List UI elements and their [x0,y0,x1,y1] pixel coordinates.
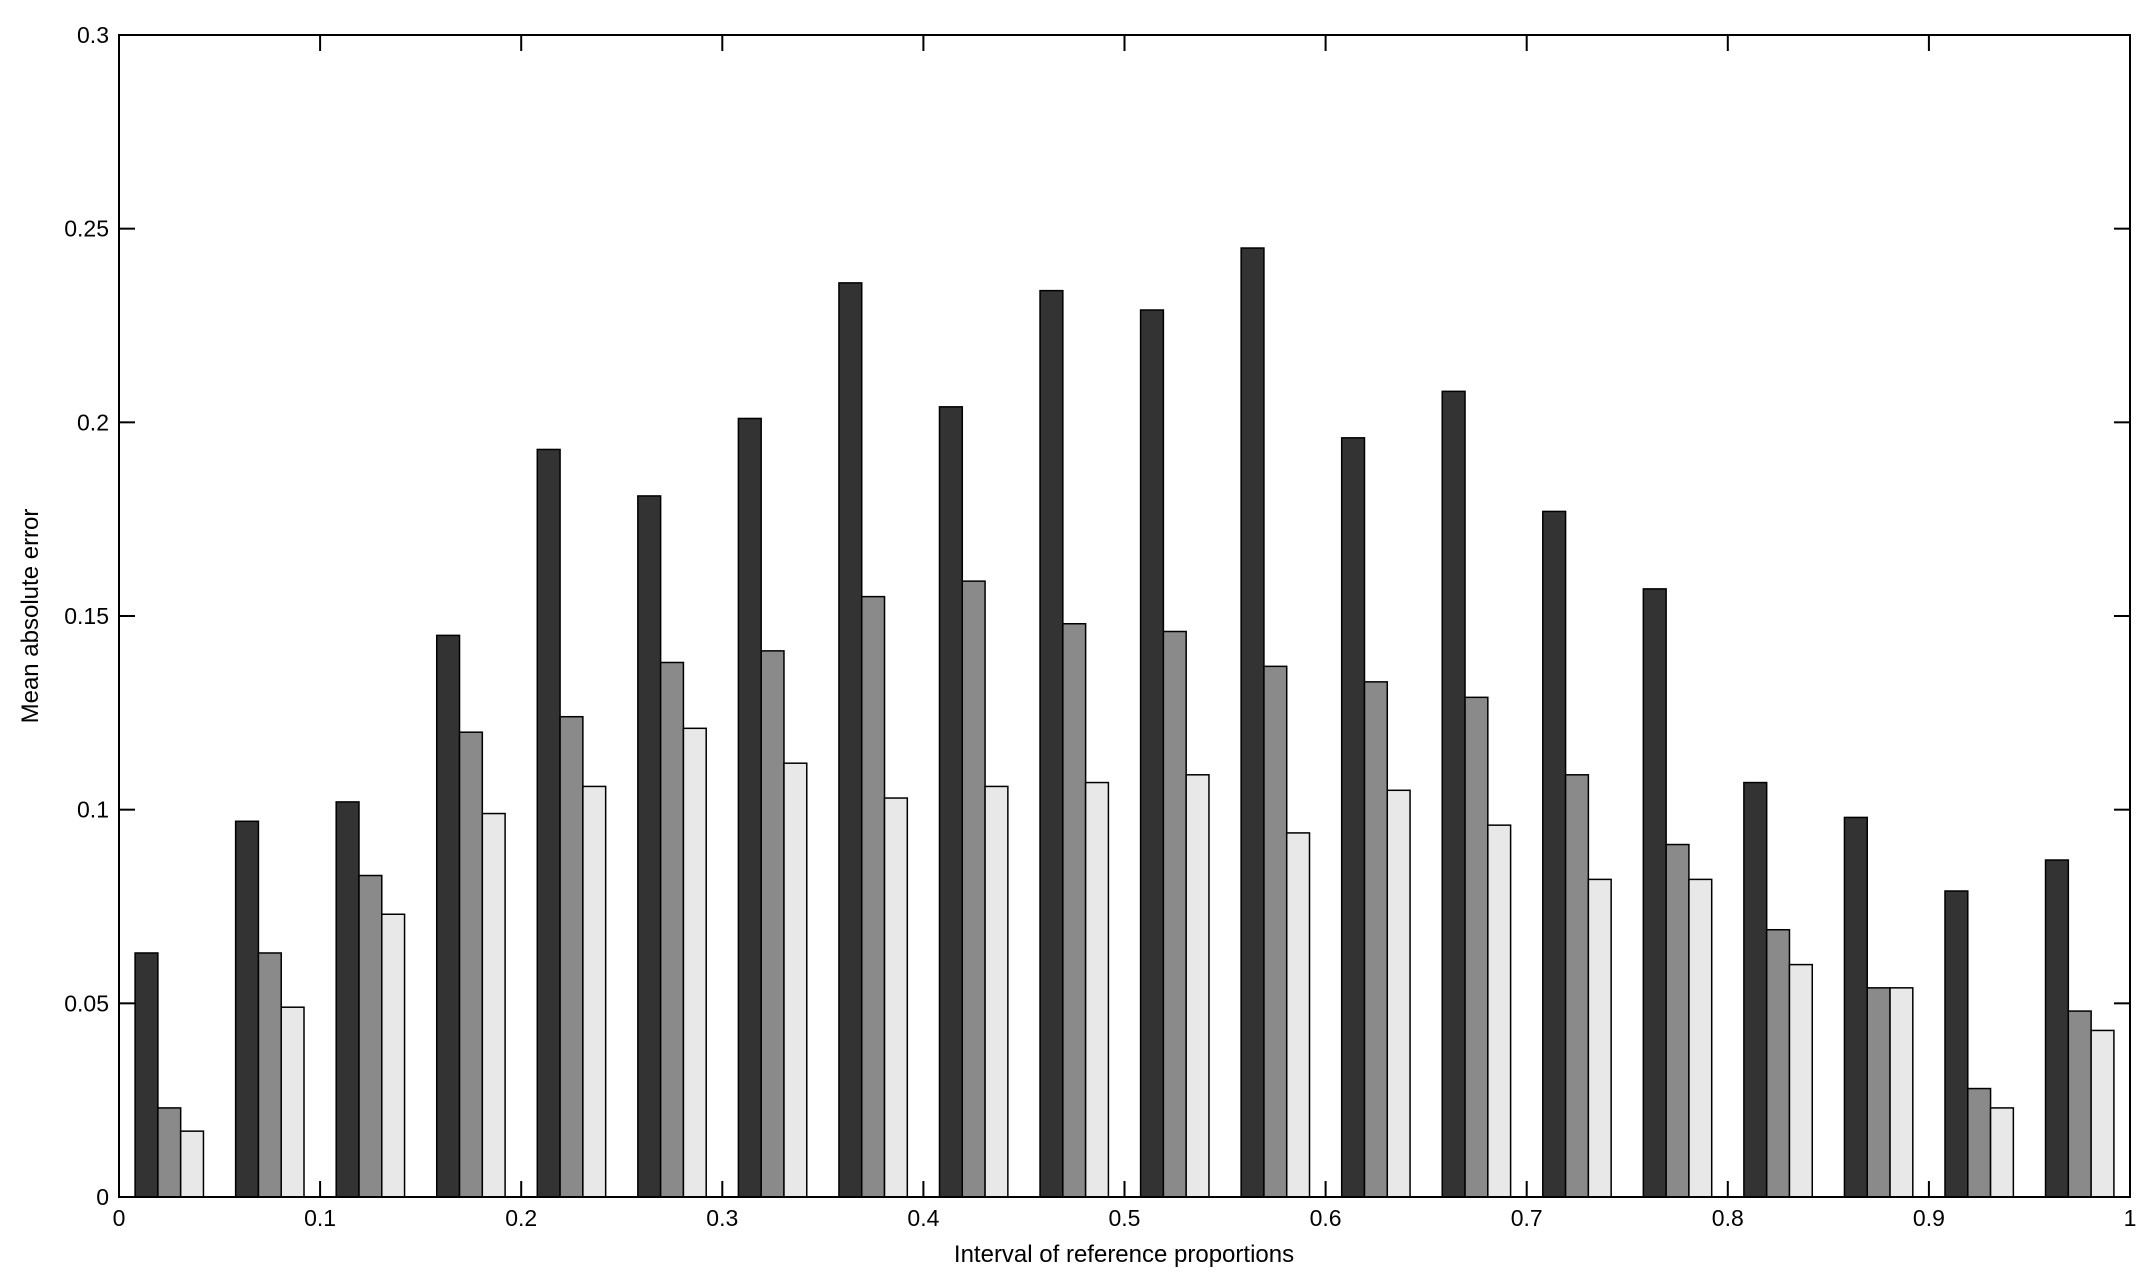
x-tick-label: 0.9 [1913,1205,1945,1231]
bar-series-2-20 [2067,1010,2092,1198]
plot-frame [118,34,2131,1198]
bar-series-1-10 [1039,289,1064,1198]
bar-series-3-19 [1989,1107,2015,1198]
bar-series-2-16 [1665,843,1690,1198]
bar-series-2-6 [659,661,685,1198]
bar-series-1-3 [335,801,360,1198]
y-tick-label: 0.1 [77,797,109,823]
bar-series-3-18 [1889,987,1914,1198]
bar-series-3-16 [1688,878,1713,1198]
bar-series-2-15 [1564,774,1590,1198]
bar-series-3-10 [1084,781,1110,1198]
y-axis-label: Mean absolute error [17,509,44,724]
x-tick-label: 0.4 [907,1205,939,1231]
bar-series-3-9 [984,785,1009,1198]
bar-series-3-12 [1285,832,1311,1198]
bar-series-1-9 [938,406,964,1198]
y-tick-label: 0.25 [64,216,109,242]
bar-series-3-7 [783,762,808,1198]
y-tick-label: 0.2 [77,409,109,435]
bar-series-1-20 [2044,859,2070,1198]
bars-group [134,247,2115,1198]
bar-series-3-5 [582,785,607,1198]
bar-series-1-7 [737,417,762,1198]
bar-series-2-1 [157,1107,182,1198]
bar-series-3-11 [1185,774,1210,1198]
x-tick-label: 0.2 [505,1205,537,1231]
bar-series-1-6 [637,495,662,1198]
x-tick-label: 0.6 [1310,1205,1342,1231]
bar-series-3-4 [481,812,506,1198]
bar-series-1-17 [1743,781,1768,1198]
bar-series-3-15 [1587,878,1612,1198]
x-tick-label: 0.3 [706,1205,738,1231]
bar-series-1-4 [435,634,461,1198]
bar-series-3-14 [1487,824,1512,1198]
bar-series-3-8 [883,797,909,1198]
y-tick-label: 0.15 [64,603,109,629]
y-tick-label: 0 [96,1184,109,1210]
bar-series-3-13 [1386,789,1411,1198]
bar-series-1-8 [838,282,863,1198]
bar-series-2-14 [1464,696,1489,1198]
bar-series-2-10 [1062,623,1087,1198]
bar-series-2-17 [1765,928,1791,1198]
bar-series-2-13 [1363,681,1389,1198]
bar-series-2-4 [458,731,484,1198]
tick-labels-group: 0 0.1 0.2 0.3 0.4 0.5 0.6 0.7 0.8 0.9 1 0 0.05 0.1 0.1… [64,22,2136,1231]
ticks-group [118,34,2131,1198]
x-tick-label: 0.1 [304,1205,336,1231]
bar-series-2-3 [358,874,383,1198]
bar-series-1-11 [1139,309,1165,1198]
bar-series-1-2 [234,820,260,1198]
bar-series-2-2 [257,952,282,1198]
bar-series-3-1 [179,1130,205,1198]
bar-series-1-14 [1441,390,1466,1198]
bar-series-2-9 [961,580,986,1198]
y-tick-label: 0.3 [77,22,109,48]
bar-series-3-20 [2090,1029,2115,1198]
bar-series-2-12 [1263,665,1288,1198]
bar-series-1-5 [536,448,561,1198]
bar-series-2-5 [559,715,584,1198]
bar-series-2-11 [1162,630,1187,1198]
x-tick-label: 0.5 [1109,1205,1141,1231]
bar-series-2-18 [1866,987,1891,1198]
bar-series-1-12 [1240,247,1265,1198]
bar-series-1-15 [1542,510,1567,1198]
x-tick-label: 0 [113,1205,126,1231]
bar-series-2-19 [1967,1087,1992,1198]
x-tick-label: 0.7 [1511,1205,1543,1231]
bar-series-1-19 [1944,890,1969,1198]
bar-series-3-17 [1788,963,1814,1198]
bar-series-1-16 [1642,588,1667,1198]
bar-series-1-13 [1340,437,1366,1198]
bar-series-2-7 [760,650,785,1198]
x-tick-label: 1 [2124,1205,2137,1231]
bar-series-1-18 [1843,816,1868,1198]
bar-series-3-6 [682,727,707,1198]
y-tick-label: 0.05 [64,990,109,1016]
bar-series-3-2 [280,1006,305,1198]
x-tick-label: 0.8 [1712,1205,1744,1231]
bar-series-1-1 [134,952,159,1198]
bar-series-2-8 [860,595,886,1198]
x-axis-label: Interval of reference proportions [954,1241,1294,1268]
bar-series-3-3 [381,913,406,1198]
